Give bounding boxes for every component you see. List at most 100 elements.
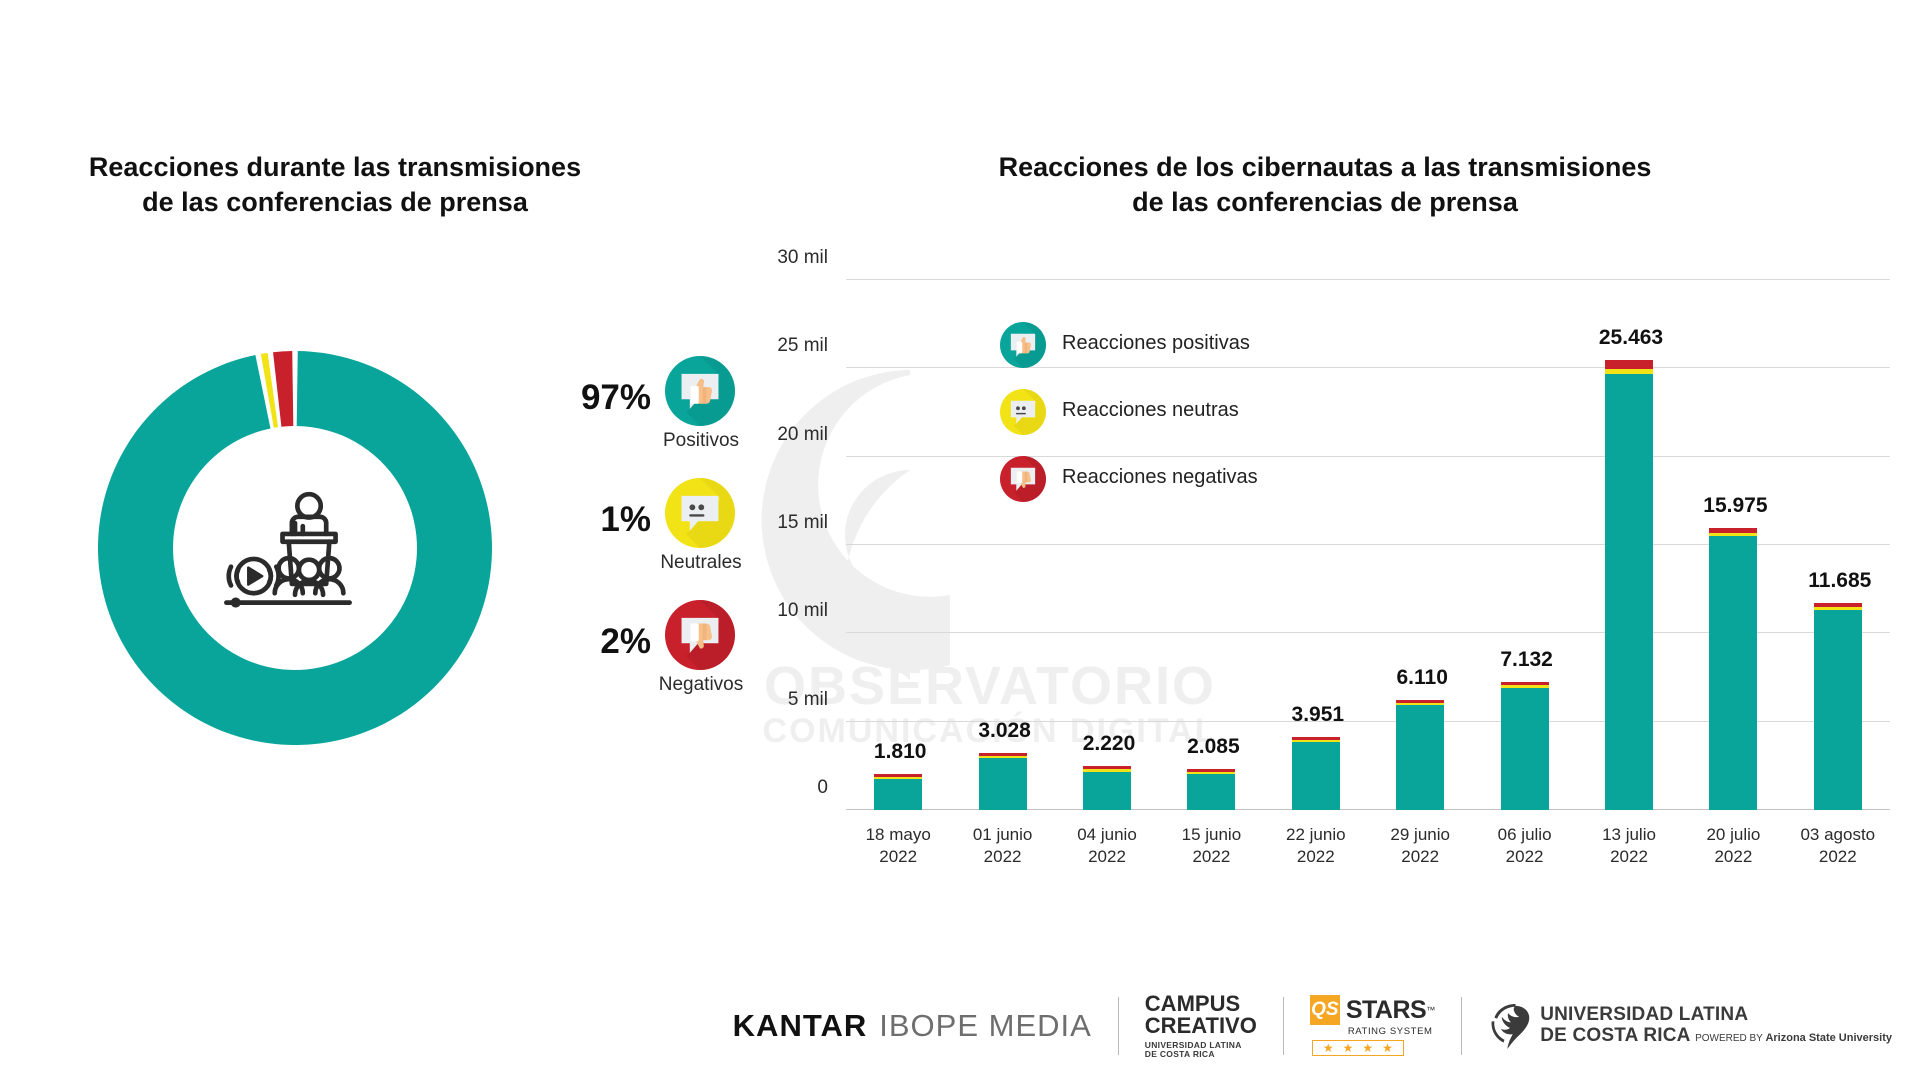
bar-stack[interactable] <box>1813 603 1862 810</box>
bar-total-label: 1.810 <box>873 739 927 763</box>
kantar-ibope-media-logo: KANTAR IBOPE MEDIA <box>733 1008 1092 1044</box>
campus-line-3: UNIVERSIDAD LATINA <box>1144 1040 1242 1050</box>
x-tick-label: 04 junio 2022 <box>1037 824 1177 869</box>
bar-stack[interactable] <box>1709 527 1758 810</box>
bar-segment-negative <box>1083 766 1131 770</box>
qs-stars-rating-logo: QS STARS ™ RATING SYSTEM ★ ★ ★ ★ <box>1309 995 1435 1056</box>
bar-segment-neutral <box>1605 369 1653 374</box>
gridline-15 mil <box>846 544 1890 545</box>
right-chart-title: Reacciones de los cibernautas a las tran… <box>930 150 1720 219</box>
x-tick-label: 06 julio 2022 <box>1455 824 1595 869</box>
gridline-25 mil <box>846 367 1890 369</box>
bar-segment-positive <box>1500 687 1549 810</box>
sentiment-row-neutrales: 1% Neutrales <box>555 472 775 594</box>
donut-svg <box>97 351 493 745</box>
y-tick-label: 25 mil <box>777 335 828 357</box>
legend-item-label: Reacciones negativas <box>1062 466 1258 488</box>
x-tick-year: 2022 <box>1192 847 1231 867</box>
qs-star-rating: ★ ★ ★ ★ <box>1311 1040 1404 1056</box>
bar-stack[interactable] <box>1083 766 1131 810</box>
bar-group-5: 6.110 29 junio 2022 <box>1378 280 1462 867</box>
qs-stars-wordmark: STARS <box>1345 995 1427 1024</box>
bar-segment-positive <box>1083 771 1131 810</box>
footer-divider-1 <box>1117 996 1119 1055</box>
legend-item-0: Reacciones positivas <box>1000 322 1330 389</box>
right-chart-title-line-2: de las conferencias de prensa <box>1132 186 1518 217</box>
campus-creativo-logo: CAMPUS CREATIVO UNIVERSIDAD LATINA DE CO… <box>1145 993 1257 1058</box>
sentiment-percent: 1% <box>600 500 651 539</box>
qs-star: ★ <box>1342 1041 1354 1055</box>
bar-total-label: 7.132 <box>1500 648 1553 672</box>
neutral-face-speech-bubble-icon <box>665 478 735 548</box>
sentiment-percent: 97% <box>580 378 651 417</box>
donut-segment-negativos <box>273 351 294 427</box>
bar-group-1: 3.028 01 junio 2022 <box>961 280 1045 867</box>
bar-stack[interactable] <box>1605 360 1653 810</box>
bar-total-label: 6.110 <box>1396 665 1448 689</box>
x-tick-label: 13 julio 2022 <box>1559 824 1699 869</box>
bar-segment-neutral <box>1709 533 1758 537</box>
bar-stack[interactable] <box>1500 682 1549 810</box>
qs-star: ★ <box>1362 1041 1374 1055</box>
bar-segment-negative <box>1813 603 1862 608</box>
footer-divider-3 <box>1461 996 1463 1055</box>
x-tick-year: 2022 <box>1714 847 1753 867</box>
footer-logos: KANTAR IBOPE MEDIA CAMPUS CREATIVO UNIVE… <box>0 968 1920 1058</box>
donut-segment-positivos <box>97 351 493 745</box>
gridline-0 <box>846 809 1890 810</box>
x-tick-date: 06 julio <box>1497 825 1552 844</box>
bar-stack[interactable] <box>1396 699 1445 810</box>
bar-total-label: 3.028 <box>978 718 1031 742</box>
campus-line-4: DE COSTA RICA <box>1144 1048 1215 1059</box>
bar-group-3: 2.085 15 junio 2022 <box>1169 280 1253 867</box>
x-tick-date: 29 junio <box>1390 825 1450 844</box>
bar-segment-positive <box>1291 742 1340 810</box>
left-chart-title: Reacciones durante las transmisiones de … <box>60 150 610 219</box>
gridline-5 mil <box>846 720 1890 722</box>
bar-segment-neutral <box>1813 607 1862 610</box>
bar-group-4: 3.951 22 junio 2022 <box>1274 280 1358 867</box>
y-tick-label: 30 mil <box>777 247 828 268</box>
bar-stack[interactable] <box>874 773 923 810</box>
ibope-media-wordmark: IBOPE MEDIA <box>879 1007 1092 1043</box>
qs-badge: QS <box>1309 995 1340 1025</box>
sentiment-label: Neutrales <box>660 552 742 573</box>
x-tick-year: 2022 <box>1610 847 1648 867</box>
sentiment-breakdown-list: 97% Positivos 1% Neutrales 2% <box>555 350 775 716</box>
x-tick-label: 29 junio 2022 <box>1350 824 1490 869</box>
ulatina-line-1: UNIVERSIDAD LATINA <box>1540 1004 1749 1026</box>
x-tick-label: 03 agosto 2022 <box>1768 824 1908 869</box>
qs-star: ★ <box>1322 1041 1334 1055</box>
bar-segment-neutral <box>1187 771 1236 775</box>
bar-group-0: 1.810 18 mayo 2022 <box>856 280 940 867</box>
bar-segment-positive <box>1187 774 1236 810</box>
x-tick-year: 2022 <box>1505 847 1544 867</box>
sentiment-row-positivos: 97% Positivos <box>555 350 775 472</box>
sentiment-percent: 2% <box>600 622 651 661</box>
x-tick-year: 2022 <box>1088 847 1126 867</box>
bar-segment-negative <box>1187 768 1236 772</box>
gridline-10 mil <box>846 632 1890 634</box>
neutral-face-speech-bubble-icon <box>1000 389 1046 435</box>
bar-segment-positive <box>1396 705 1445 810</box>
qs-rating-system-text: RATING SYSTEM <box>1347 1026 1433 1037</box>
bar-total-label: 11.685 <box>1808 569 1872 593</box>
gridline-30 mil <box>846 279 1890 280</box>
thumbs-up-speech-bubble-icon <box>1000 322 1046 368</box>
bar-segment-neutral <box>874 776 923 779</box>
sentiment-row-negativos: 2% Negativos <box>555 594 775 716</box>
bar-segment-positive <box>1709 536 1758 810</box>
x-tick-year: 2022 <box>1818 847 1857 867</box>
bar-segment-positive <box>978 758 1027 810</box>
thumbs-down-speech-bubble-icon <box>1000 456 1046 502</box>
bar-stack[interactable] <box>1291 736 1340 810</box>
sentiment-label: Negativos <box>658 674 744 695</box>
campus-line-1: CAMPUS <box>1144 991 1241 1016</box>
bar-stack[interactable] <box>978 752 1027 810</box>
bar-stack[interactable] <box>1187 768 1236 810</box>
thumbs-down-speech-bubble-icon <box>665 600 735 670</box>
bar-segment-negative <box>874 773 923 777</box>
bar-group-9: 11.685 03 agosto 2022 <box>1796 280 1880 866</box>
x-tick-label: 20 julio 2022 <box>1663 824 1803 869</box>
bar-segment-neutral <box>978 755 1027 759</box>
